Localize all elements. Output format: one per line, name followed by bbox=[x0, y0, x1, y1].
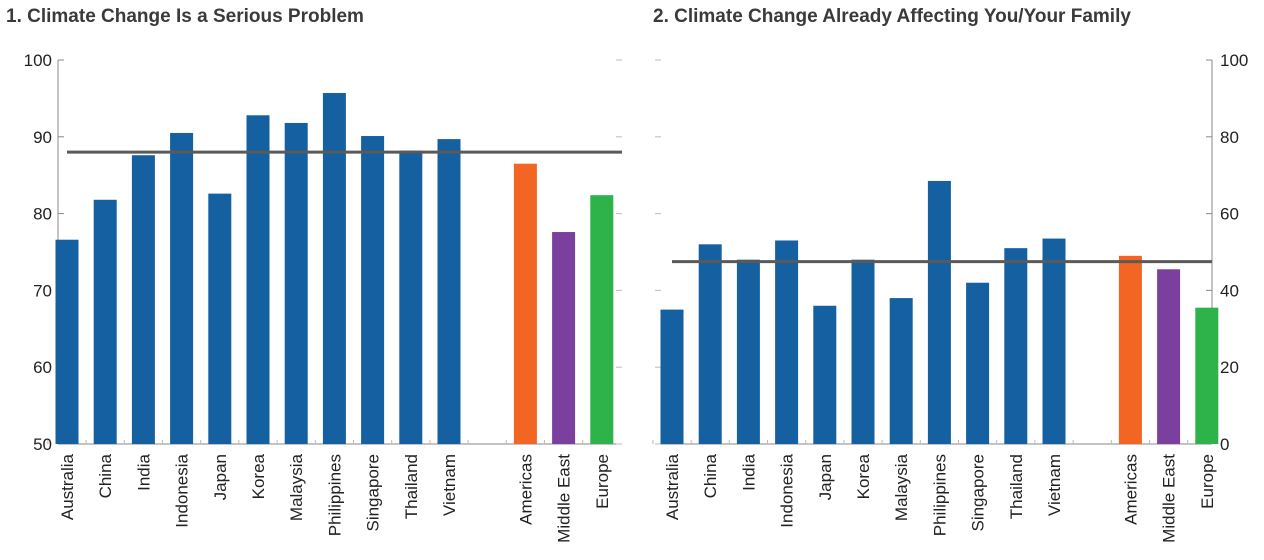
chart-1-bar bbox=[361, 136, 385, 445]
chart-1-bar bbox=[513, 163, 537, 444]
chart-2-bar bbox=[813, 305, 837, 444]
chart-1-bar bbox=[437, 139, 461, 444]
chart-1-bar bbox=[208, 193, 232, 444]
chart-2-category-label: Singapore bbox=[969, 454, 988, 532]
chart-1-bar bbox=[55, 239, 79, 444]
chart-1-title: 1. Climate Change Is a Serious Problem bbox=[6, 6, 364, 27]
chart-1-category-label: Europe bbox=[593, 454, 612, 509]
chart-1-category-label: Japan bbox=[211, 454, 230, 500]
chart-2-y-tick-label: 100 bbox=[1220, 51, 1248, 70]
chart-1-category-label: Indonesia bbox=[173, 453, 192, 527]
chart-2-y-tick-label: 60 bbox=[1220, 205, 1239, 224]
chart-1-bar bbox=[131, 155, 155, 444]
chart-1-category-label: China bbox=[96, 453, 115, 498]
chart-2-bar bbox=[1118, 255, 1142, 444]
chart-2-bar bbox=[698, 244, 722, 444]
chart-2-bar bbox=[851, 259, 875, 444]
chart-1-bar bbox=[399, 150, 423, 444]
chart-2-category-label: Korea bbox=[854, 453, 873, 499]
chart-1-category-label: Middle East bbox=[555, 454, 574, 543]
chart-2-category-label: Indonesia bbox=[778, 453, 797, 527]
chart-2-category-label: Americas bbox=[1121, 454, 1140, 525]
chart-2-category-label: Philippines bbox=[930, 454, 949, 536]
chart-1-bar bbox=[246, 115, 270, 445]
chart-1-category-label: India bbox=[134, 453, 153, 490]
chart-2-category-label: Malaysia bbox=[892, 453, 911, 521]
chart-1-bar bbox=[322, 93, 346, 445]
chart-1-category-label: Korea bbox=[249, 453, 268, 499]
chart-2-category-label: China bbox=[701, 453, 720, 498]
chart-2-bar bbox=[1004, 248, 1028, 444]
chart-1-category-label: Vietnam bbox=[440, 454, 459, 516]
chart-2-bar bbox=[889, 298, 913, 444]
chart-1-y-tick-label: 60 bbox=[33, 358, 52, 377]
chart-2-category-label: India bbox=[739, 453, 758, 490]
chart-1-category-label: Philippines bbox=[325, 454, 344, 536]
chart-2-bar bbox=[1042, 238, 1066, 444]
chart-2-category-label: Thailand bbox=[1007, 454, 1026, 519]
chart-2-bar bbox=[927, 180, 951, 444]
chart-1-category-label: Australia bbox=[58, 453, 77, 520]
chart-1-y-tick-label: 100 bbox=[24, 51, 52, 70]
chart-2-category-label: Australia bbox=[663, 453, 682, 520]
chart-1-category-label: Singapore bbox=[364, 454, 383, 532]
chart-2-bar bbox=[1157, 269, 1181, 444]
chart-1-y-tick-label: 50 bbox=[33, 435, 52, 454]
chart-1-bar bbox=[93, 199, 117, 444]
chart-2-bar bbox=[966, 282, 990, 444]
chart-2-bar bbox=[660, 309, 684, 444]
chart-2-category-label: Europe bbox=[1198, 454, 1217, 509]
chart-1-category-label: Americas bbox=[516, 454, 535, 525]
chart-2-title: 2. Climate Change Already Affecting You/… bbox=[653, 6, 1131, 27]
chart-1-category-label: Thailand bbox=[402, 454, 421, 519]
chart-2-category-label: Middle East bbox=[1160, 454, 1179, 543]
chart-2-category-label: Japan bbox=[816, 454, 835, 500]
chart-1-bar bbox=[170, 132, 194, 444]
chart-2-bar bbox=[1195, 307, 1219, 444]
chart-1-category-label: Malaysia bbox=[287, 453, 306, 521]
chart-1-bar bbox=[284, 122, 308, 444]
chart-1-y-tick-label: 90 bbox=[33, 128, 52, 147]
chart-1-bar bbox=[552, 232, 576, 444]
chart-2-y-tick-label: 40 bbox=[1220, 281, 1239, 300]
chart-2-bar bbox=[736, 259, 760, 444]
chart-2-y-tick-label: 0 bbox=[1220, 435, 1229, 454]
chart-2-y-tick-label: 20 bbox=[1220, 358, 1239, 377]
chart-1-y-tick-label: 70 bbox=[33, 281, 52, 300]
chart-2-category-label: Vietnam bbox=[1045, 454, 1064, 516]
chart-1-y-tick-label: 80 bbox=[33, 205, 52, 224]
chart-2-y-tick-label: 80 bbox=[1220, 128, 1239, 147]
chart-1-bar bbox=[590, 195, 614, 444]
chart-2-bar bbox=[775, 240, 799, 444]
